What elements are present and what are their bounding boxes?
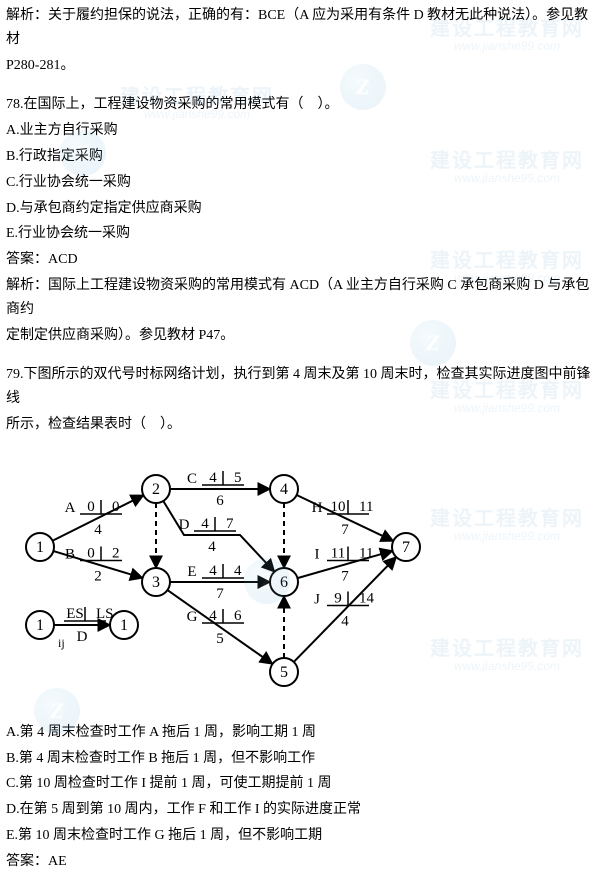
q79-optE: E.第 10 周末检查时工作 G 拖后 1 周，但不影响工期 [6,824,594,848]
svg-text:7: 7 [341,568,349,584]
svg-text:4: 4 [94,522,102,538]
svg-text:B: B [65,546,75,562]
q79-optC: C.第 10 周检查时工作 I 提前 1 周，可使工期提前 1 周 [6,772,594,796]
svg-text:ES: ES [66,606,84,622]
svg-text:4: 4 [280,481,288,498]
svg-text:H: H [312,500,323,516]
q79-answer: 答案：AE [6,850,594,874]
q78-optB: B.行政指定采购 [6,145,594,169]
network-diagram: A004C456H10117B022E447I11117G465J9144ESL… [6,447,594,707]
svg-text:1: 1 [36,617,44,634]
svg-text:4: 4 [209,608,217,624]
svg-text:5: 5 [280,664,288,681]
svg-text:6: 6 [234,608,242,624]
svg-text:D: D [179,517,190,533]
svg-text:5: 5 [216,631,224,647]
svg-text:D: D [77,629,88,645]
svg-text:4: 4 [208,539,216,555]
svg-text:J: J [314,591,320,607]
analysis-top-l2: P280-281。 [6,54,594,78]
svg-text:0: 0 [87,545,95,561]
svg-text:2: 2 [94,568,102,584]
svg-text:0: 0 [87,499,95,515]
svg-text:1: 1 [36,539,44,556]
q78-optA: A.业主方自行采购 [6,119,594,143]
svg-text:E: E [187,564,196,580]
q78-explain2: 定制定供应商采购）。参见教材 P47。 [6,324,594,348]
svg-text:G: G [187,609,198,625]
q78-answer: 答案：ACD [6,248,594,272]
svg-text:2: 2 [112,545,120,561]
q79-stem1: 79.下图所示的双代号时标网络计划，执行到第 4 周末及第 10 周末时，检查其… [6,363,594,411]
svg-text:1: 1 [120,617,128,634]
svg-text:7: 7 [216,586,224,602]
svg-text:4: 4 [201,516,209,532]
svg-text:4: 4 [209,563,217,579]
svg-text:11: 11 [359,545,373,561]
q78-optD: D.与承包商约定指定供应商采购 [6,197,594,221]
svg-text:11: 11 [359,499,373,515]
svg-text:10: 10 [331,499,346,515]
svg-text:14: 14 [359,590,375,606]
q78-explain1: 解析：国际上工程建设物资采购的常用模式有 ACD（A 业主方自行采购 C 承包商… [6,274,594,322]
svg-text:9: 9 [334,590,342,606]
svg-text:7: 7 [341,522,349,538]
svg-text:C: C [187,471,197,487]
q79-stem2: 所示，检查结果表时（ ）。 [6,413,594,437]
svg-text:4: 4 [209,470,217,486]
svg-text:7: 7 [226,516,234,532]
svg-text:A: A [65,500,76,516]
svg-text:6: 6 [216,493,224,509]
svg-text:4: 4 [234,563,242,579]
svg-text:4: 4 [341,613,349,629]
svg-text:0: 0 [112,499,120,515]
svg-text:2: 2 [152,481,160,498]
svg-text:I: I [315,546,320,562]
q79-optD: D.在第 5 周到第 10 周内，工作 F 和工作 I 的实际进度正常 [6,798,594,822]
svg-text:11: 11 [331,545,345,561]
analysis-top-l1: 解析：关于履约担保的说法，正确的有：BCE（A 应为采用有条件 D 教材无此种说… [6,4,594,52]
q79-optB: B.第 4 周末检查时工作 B 拖后 1 周，但不影响工作 [6,747,594,771]
svg-text:5: 5 [234,470,242,486]
q78-stem: 78.在国际上，工程建设物资采购的常用模式有（ ）。 [6,93,594,117]
svg-text:ij: ij [58,636,65,650]
svg-text:3: 3 [152,574,160,591]
q79-optA: A.第 4 周末检查时工作 A 拖后 1 周，影响工期 1 周 [6,721,594,745]
svg-text:7: 7 [402,539,410,556]
q78-optE: E.行业协会统一采购 [6,222,594,246]
q78-optC: C.行业协会统一采购 [6,171,594,195]
svg-text:6: 6 [280,574,288,591]
